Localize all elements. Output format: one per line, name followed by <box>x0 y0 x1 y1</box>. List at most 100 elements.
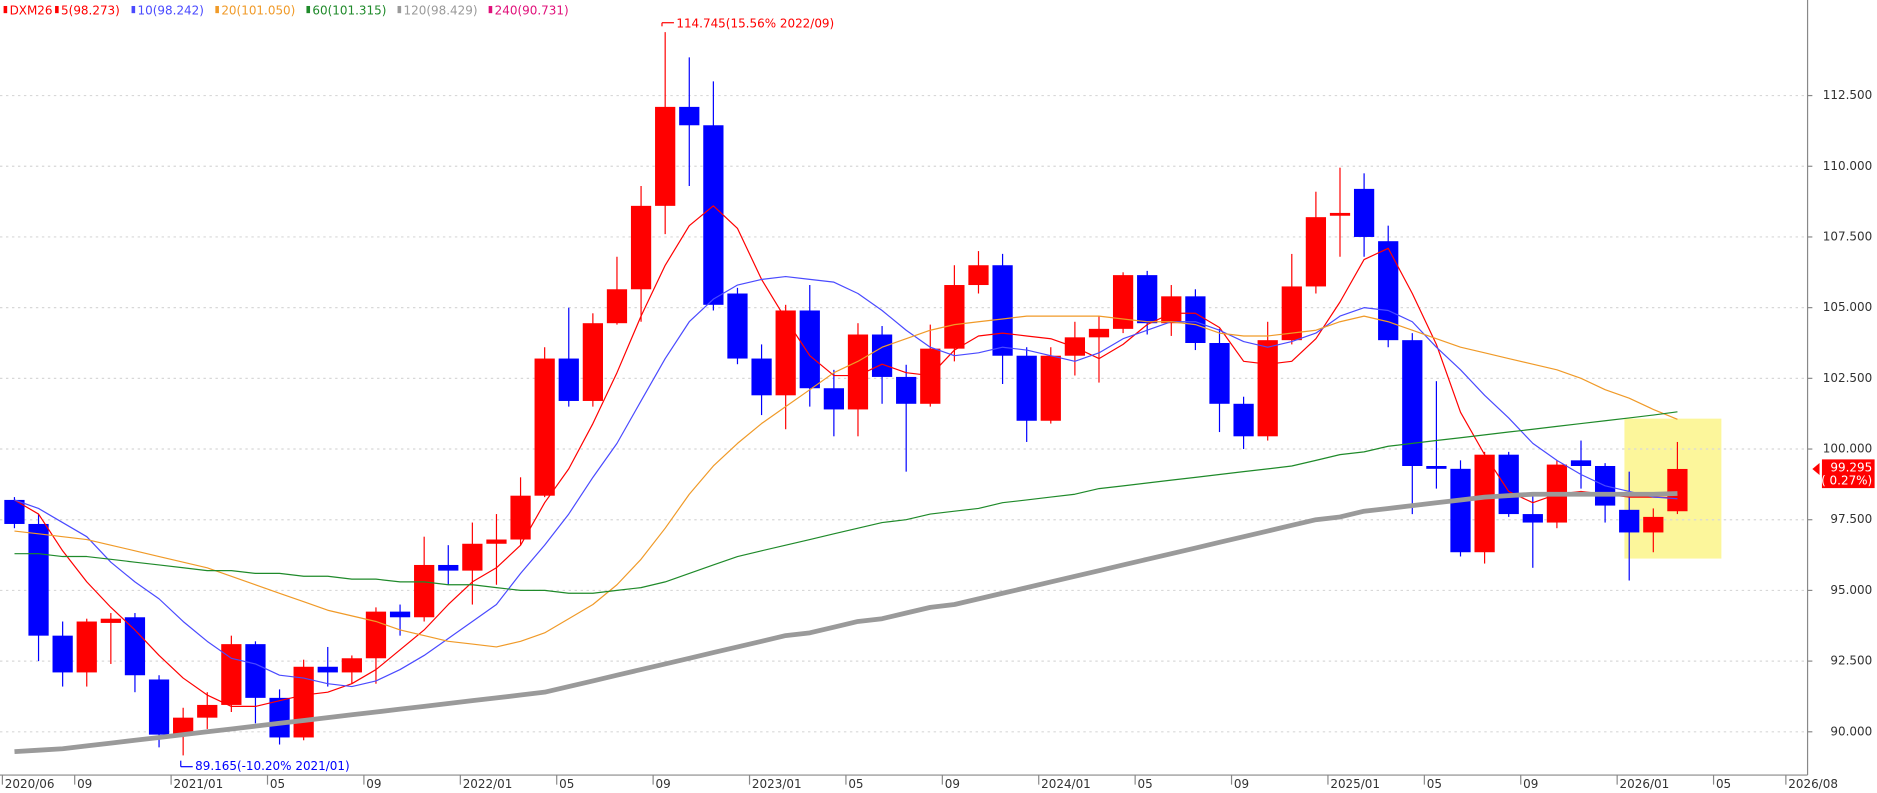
candle-body <box>1353 188 1375 237</box>
candle-body <box>1137 275 1158 324</box>
legend-swatch <box>3 5 8 14</box>
legend-swatch <box>488 5 493 14</box>
candle-body <box>1498 454 1519 515</box>
candle-body <box>462 543 483 571</box>
candle-body <box>76 621 97 673</box>
x-tick-label: 05 <box>559 777 574 791</box>
candle-body <box>1257 340 1278 437</box>
candle-body <box>197 704 218 718</box>
y-tick-label: 107.500 <box>1823 229 1872 243</box>
y-tick-label: 97.500 <box>1830 512 1872 526</box>
x-tick-label: 05 <box>270 777 285 791</box>
candle-body <box>245 644 266 698</box>
x-tick-label: 09 <box>945 777 960 791</box>
x-tick-label: 2021/01 <box>173 777 223 791</box>
candle-body <box>944 285 965 349</box>
legend-label: 120(98.429) <box>404 3 478 17</box>
candle-body <box>606 289 628 324</box>
legend-label: 20(101.050) <box>221 3 295 17</box>
candle-body <box>920 348 941 404</box>
x-tick-label: 2025/01 <box>1330 777 1380 791</box>
legend-swatch <box>215 5 219 14</box>
legend-label: 5(98.273) <box>61 3 120 17</box>
y-tick-label: 95.000 <box>1830 583 1872 597</box>
ma-line <box>14 275 1678 688</box>
candle-body <box>1064 337 1086 356</box>
symbol: DXM26 <box>10 3 53 17</box>
x-tick-label: 2020/06 <box>5 777 55 791</box>
y-tick-label: 110.000 <box>1823 159 1872 173</box>
candle-body <box>124 617 146 676</box>
candle-body <box>317 666 338 673</box>
y-tick-label: 92.500 <box>1830 654 1872 668</box>
candle-body <box>655 106 676 206</box>
y-tick-label: 112.500 <box>1823 88 1872 102</box>
candle-body <box>1040 355 1061 421</box>
candle-body <box>823 388 844 410</box>
candle-body <box>1619 509 1640 533</box>
candle-body <box>1088 328 1110 338</box>
x-tick-label: 2026/08 <box>1788 777 1838 791</box>
candle-body <box>1450 468 1471 553</box>
candle-body <box>1426 465 1447 469</box>
candle-body <box>1474 454 1495 553</box>
candle-body <box>1233 403 1254 437</box>
candle-body <box>534 358 555 496</box>
legend-label: 240(90.731) <box>495 3 569 17</box>
candle-body <box>847 334 869 410</box>
candle-body <box>173 717 194 735</box>
x-tick-label: 09 <box>1523 777 1538 791</box>
candle-body <box>992 265 1013 356</box>
candle-body <box>558 358 579 401</box>
x-tick-label: 2024/01 <box>1041 777 1091 791</box>
last-change: ( 0.27%) <box>1821 473 1872 487</box>
candle-body <box>486 539 507 544</box>
candle-body <box>1112 275 1134 329</box>
candle-body <box>148 679 170 735</box>
ma-line <box>14 491 1678 755</box>
candle-body <box>582 323 603 401</box>
candle-body <box>1570 460 1592 466</box>
legend-label: 60(101.315) <box>312 3 386 17</box>
candle-body <box>727 293 748 359</box>
candle-body <box>52 635 73 673</box>
candle-body <box>100 618 121 623</box>
y-tick-label: 90.000 <box>1830 724 1872 738</box>
ma-line <box>14 411 1678 594</box>
candle-body <box>1522 514 1543 523</box>
candle-body <box>341 658 362 673</box>
candle-body <box>679 106 700 126</box>
candle-body <box>1329 212 1351 216</box>
candle-body <box>1016 355 1037 421</box>
candle-body <box>414 564 435 618</box>
legend-swatch <box>131 5 136 14</box>
legend-swatch <box>306 5 311 14</box>
last-price-pointer <box>1812 462 1820 475</box>
candle-body <box>4 499 25 524</box>
legend-swatch <box>55 5 59 14</box>
x-tick-label: 05 <box>1138 777 1153 791</box>
last-price: 99.295 <box>1830 460 1872 474</box>
candle-body <box>269 697 290 738</box>
candle-body <box>1185 296 1206 343</box>
candle-body <box>389 611 411 618</box>
x-tick-label: 2026/01 <box>1620 777 1670 791</box>
candle-body <box>751 358 772 396</box>
x-tick-label: 09 <box>1234 777 1249 791</box>
candle-body <box>775 310 796 396</box>
candle-body <box>510 495 531 540</box>
min-annotation: 89.165(-10.20% 2021/01) <box>195 759 350 773</box>
candle-body <box>871 334 893 377</box>
candle-body <box>1281 286 1302 341</box>
candle-body <box>1305 217 1327 287</box>
candle-body <box>1161 296 1182 324</box>
x-tick-label: 09 <box>656 777 671 791</box>
candle-body <box>630 205 652 290</box>
candle-body <box>1643 516 1664 533</box>
y-tick-label: 105.000 <box>1823 300 1872 314</box>
x-tick-label: 05 <box>1716 777 1731 791</box>
max-annotation: 114.745(15.56% 2022/09) <box>676 16 834 30</box>
candle-body <box>799 310 820 389</box>
